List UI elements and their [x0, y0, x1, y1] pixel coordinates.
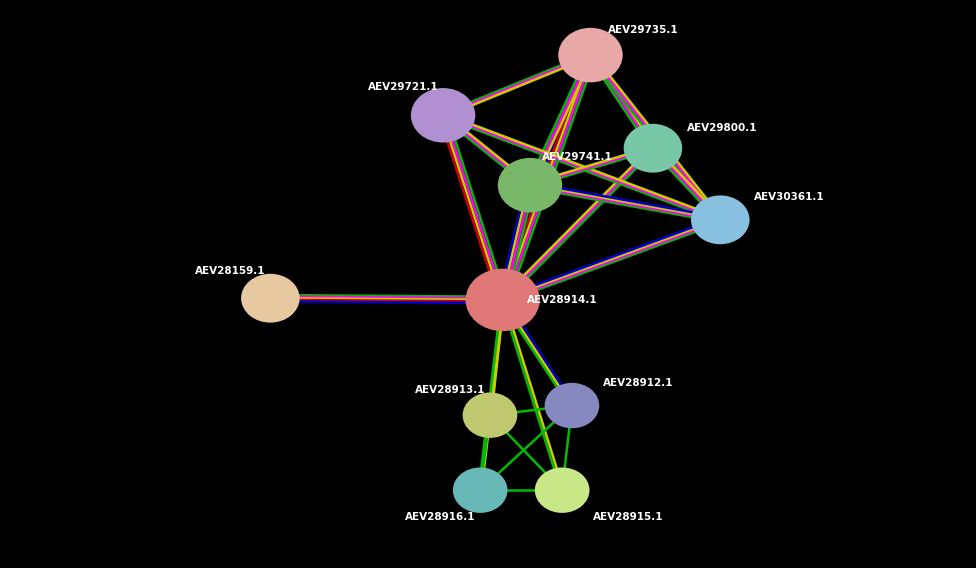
Text: AEV28913.1: AEV28913.1 [415, 385, 485, 395]
Ellipse shape [453, 467, 508, 513]
Text: AEV29735.1: AEV29735.1 [608, 24, 678, 35]
Ellipse shape [624, 124, 682, 173]
Ellipse shape [558, 28, 623, 82]
Ellipse shape [241, 274, 300, 323]
Ellipse shape [545, 383, 599, 428]
Ellipse shape [411, 88, 475, 143]
Text: AEV28915.1: AEV28915.1 [593, 512, 664, 523]
Text: AEV28916.1: AEV28916.1 [405, 512, 475, 523]
Text: AEV30361.1: AEV30361.1 [754, 192, 825, 202]
Text: AEV28912.1: AEV28912.1 [603, 378, 673, 388]
Text: AEV29741.1: AEV29741.1 [542, 152, 612, 162]
Text: AEV28914.1: AEV28914.1 [527, 295, 597, 305]
Text: AEV29800.1: AEV29800.1 [687, 123, 757, 133]
Ellipse shape [463, 392, 517, 438]
Ellipse shape [466, 269, 540, 331]
Ellipse shape [691, 195, 750, 244]
Ellipse shape [498, 158, 562, 212]
Text: AEV29721.1: AEV29721.1 [368, 82, 438, 92]
Ellipse shape [535, 467, 590, 513]
Text: AEV28159.1: AEV28159.1 [195, 266, 265, 276]
